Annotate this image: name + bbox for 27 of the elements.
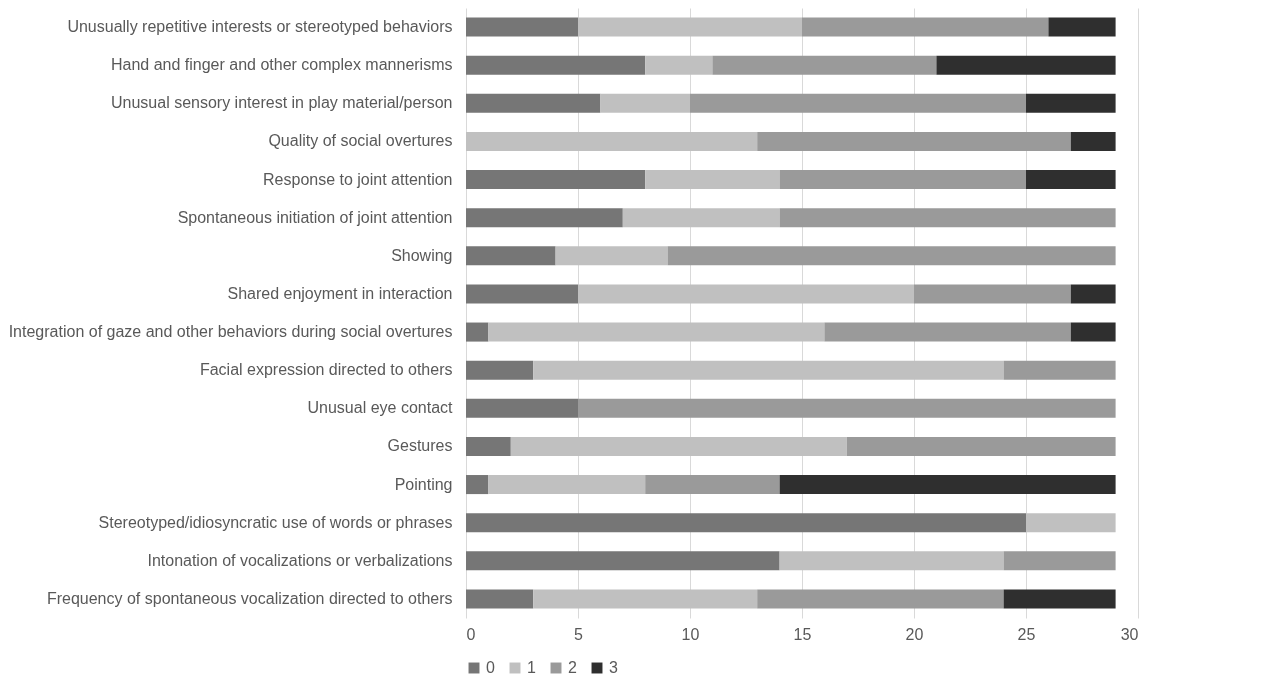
x-tick-label: 0 <box>466 625 476 643</box>
y-tick-label: Hand and finger and other complex mannerisms <box>110 56 453 74</box>
legend-label: 0 <box>486 659 495 676</box>
y-tick-label: Integration of gaze and other behaviors during social overtures <box>8 323 453 341</box>
y-tick-label: Unusual sensory interest in play material/person <box>111 94 453 112</box>
y-tick-label: Quality of social overtures <box>268 132 453 150</box>
x-tick-label: 10 <box>681 625 700 643</box>
x-tick-label: 25 <box>1017 625 1036 643</box>
y-tick-label: Shared enjoyment in interaction <box>227 284 453 302</box>
y-tick-label: Intonation of vocalizations or verbalizations <box>147 551 453 569</box>
x-tick-label: 30 <box>1120 625 1139 643</box>
y-tick-label: Pointing <box>394 475 453 493</box>
legend-label: 1 <box>527 659 536 676</box>
x-tick-label: 15 <box>793 625 812 643</box>
y-tick-label: Stereotyped/idiosyncratic use of words or phrases <box>98 513 453 531</box>
y-tick-label: Spontaneous initiation of joint attention <box>177 208 453 226</box>
y-tick-label: Facial expression directed to others <box>199 361 453 379</box>
y-tick-label: Response to joint attention <box>263 170 453 188</box>
x-tick-label: 20 <box>905 625 924 643</box>
y-tick-label: Gestures <box>387 437 453 455</box>
y-tick-label: Frequency of spontaneous vocalization directed to others <box>46 589 453 607</box>
y-tick-label: Unusually repetitive interests or stereotyped behaviors <box>67 18 453 36</box>
legend-label: 2 <box>568 659 577 676</box>
y-tick-label: Showing <box>391 246 453 264</box>
legend-label: 3 <box>609 659 618 676</box>
x-tick-label: 5 <box>574 625 584 643</box>
y-tick-label: Unusual eye contact <box>307 399 454 417</box>
